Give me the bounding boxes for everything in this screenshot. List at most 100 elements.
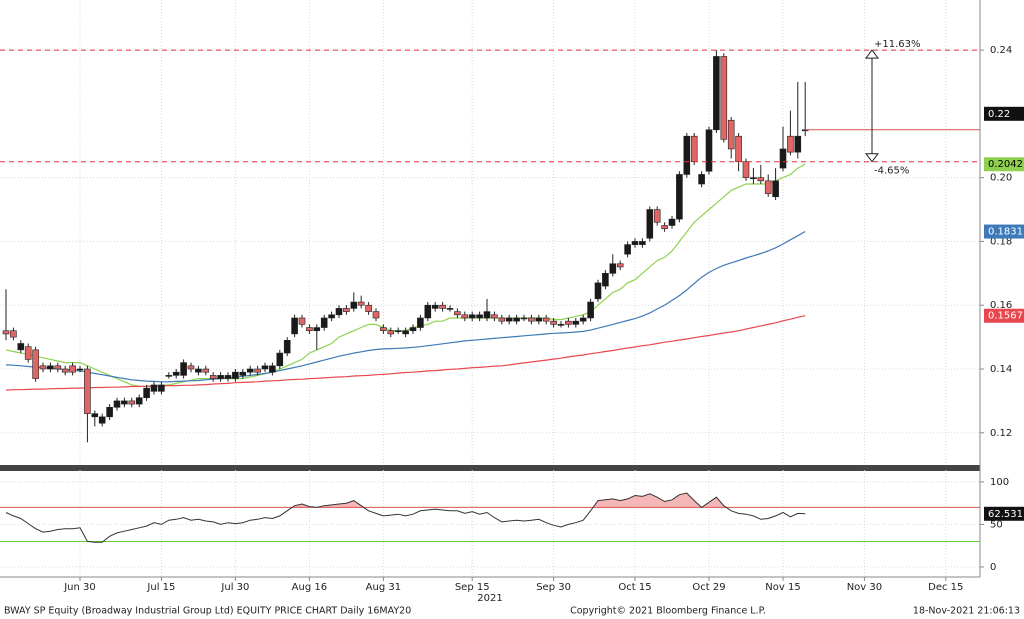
candle-body <box>39 365 47 370</box>
candle-body <box>357 301 365 306</box>
candle-body <box>653 209 661 223</box>
candle-body <box>2 330 10 335</box>
candle-body <box>291 317 298 335</box>
candle-body <box>676 174 683 220</box>
candle-body <box>128 400 136 405</box>
candle-body <box>195 368 202 373</box>
candle-body <box>550 320 557 325</box>
candle-body <box>705 129 713 172</box>
level-label: -4.65% <box>874 166 909 177</box>
candle-body <box>750 177 757 179</box>
moving-average-label: 0.2042 <box>988 159 1023 170</box>
level-arrowhead <box>865 153 879 163</box>
candle-body <box>372 311 380 319</box>
candle-body <box>505 317 513 322</box>
last-price-label: 0.22 <box>988 109 1010 120</box>
candle-body <box>727 119 735 150</box>
candle-body <box>84 368 91 414</box>
candle-body <box>616 263 624 268</box>
footer-right: 18-Nov-2021 21:06:13 <box>913 606 1020 617</box>
candle-body <box>661 225 668 229</box>
candle-body <box>720 56 728 140</box>
candle-body <box>542 317 550 322</box>
candle-body <box>794 135 802 153</box>
candle-body <box>468 314 476 319</box>
candle-body <box>91 413 99 418</box>
candle-body <box>98 416 106 424</box>
candle-body <box>17 343 25 351</box>
candle-body <box>380 327 387 332</box>
candle-body <box>476 314 483 319</box>
candle-body <box>602 273 609 287</box>
y-tick-label: 0.12 <box>990 428 1012 439</box>
candle-body <box>565 320 572 325</box>
rsi-last-label: 62.531 <box>988 509 1023 520</box>
candle-body <box>158 384 165 392</box>
candle-body <box>232 371 239 379</box>
candle-body <box>446 308 454 310</box>
candle-body <box>624 244 631 255</box>
moving-average <box>5 315 806 391</box>
moving-average-label-box <box>984 157 1024 172</box>
x-tick-label: Dec 15 <box>928 582 963 593</box>
candle-body <box>202 368 210 373</box>
candle-body <box>69 365 76 373</box>
candle-body <box>10 330 17 338</box>
x-tick-label: Sep 30 <box>536 582 571 593</box>
candle-body <box>298 317 306 325</box>
overbought-area <box>6 493 806 508</box>
level-arrowhead <box>865 49 879 59</box>
candle-body <box>187 365 195 370</box>
x-tick-label: Jul 15 <box>146 582 175 593</box>
candle-body <box>387 330 395 335</box>
candle-body <box>587 301 594 319</box>
moving-average-label-box <box>984 224 1024 239</box>
y-tick-label: 0.24 <box>990 45 1012 56</box>
candle-body <box>609 263 617 274</box>
candle-body <box>135 397 143 405</box>
candle-body <box>269 365 276 373</box>
y-tick-label: 0.16 <box>990 300 1012 311</box>
candle-body <box>106 406 113 418</box>
candle-body <box>150 384 158 392</box>
x-tick-label: Jul 30 <box>220 582 249 593</box>
moving-average-label: 0.1831 <box>988 227 1023 238</box>
candle-body <box>402 330 409 335</box>
x-tick-label: Sep 15 <box>455 582 490 593</box>
rsi-last-label-box <box>984 506 1024 521</box>
candle-body <box>113 400 121 408</box>
footer-center: Copyright© 2021 Bloomberg Finance L.P. <box>570 606 766 617</box>
candle-body <box>239 371 247 376</box>
panel-separator <box>0 465 980 471</box>
x-axis-year: 2021 <box>477 593 502 604</box>
candle-body <box>32 349 39 379</box>
candle-body <box>121 400 128 405</box>
level-label: +11.63% <box>874 39 921 50</box>
candle-body <box>335 308 343 316</box>
candle-body <box>217 375 224 379</box>
y-tick-label: 0.18 <box>990 236 1012 247</box>
candle-body <box>47 365 54 370</box>
candle-body <box>491 314 498 319</box>
y-tick-label: 100 <box>990 477 1009 488</box>
candle-body <box>409 327 417 332</box>
candle-body <box>572 320 580 325</box>
candle-body <box>535 317 543 322</box>
candle-body <box>313 327 321 332</box>
candle-body <box>24 346 32 360</box>
moving-average <box>5 230 806 383</box>
rsi-line <box>5 492 806 543</box>
candle-body <box>328 314 335 319</box>
candle-body <box>698 174 705 185</box>
candle-body <box>557 324 565 326</box>
candle-body <box>306 327 313 332</box>
candle-body <box>261 365 269 370</box>
candle-body <box>579 317 587 322</box>
candle-body <box>254 368 261 373</box>
moving-average-label-box <box>984 308 1024 323</box>
x-tick-label: Aug 31 <box>366 582 401 593</box>
candle-body <box>513 317 520 322</box>
y-tick-label: 0 <box>990 562 996 573</box>
candle-body <box>483 311 491 319</box>
